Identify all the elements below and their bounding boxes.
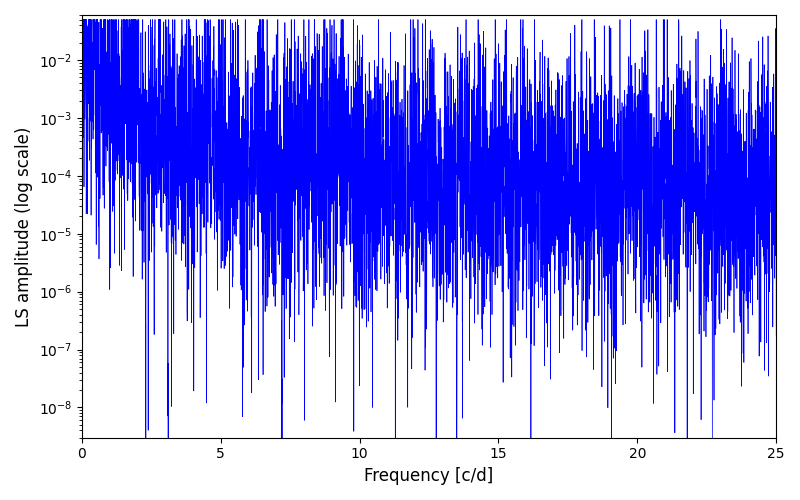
X-axis label: Frequency [c/d]: Frequency [c/d] — [364, 467, 494, 485]
Y-axis label: LS amplitude (log scale): LS amplitude (log scale) — [15, 126, 33, 326]
